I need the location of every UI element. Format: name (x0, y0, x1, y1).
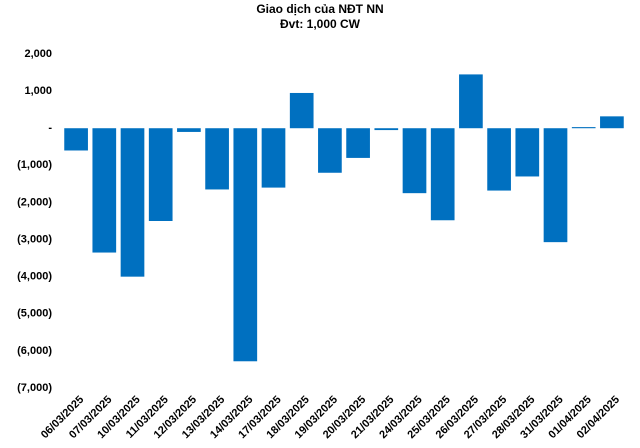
bar (487, 128, 511, 191)
y-tick-label: (5,000) (17, 308, 52, 320)
y-tick-label: (7,000) (17, 382, 52, 394)
y-tick-label: - (48, 122, 52, 134)
bar (571, 127, 596, 129)
chart-title: Giao dịch của NĐT NN (256, 2, 383, 16)
y-tick-label: 2,000 (24, 48, 52, 60)
bar (346, 128, 370, 158)
bar (261, 128, 286, 188)
bar (430, 128, 455, 221)
y-tick-label: (4,000) (17, 271, 52, 283)
y-tick-label: 1,000 (24, 85, 52, 97)
bar (289, 92, 314, 129)
bar (402, 128, 427, 194)
bar (64, 128, 88, 151)
y-tick-label: (3,000) (17, 233, 52, 245)
bar (543, 128, 568, 243)
bar (233, 128, 258, 362)
bar (205, 128, 229, 190)
bar (318, 128, 342, 173)
bar (92, 128, 117, 253)
bar (600, 116, 624, 129)
bar (459, 74, 483, 129)
bar (177, 128, 201, 132)
bar (374, 128, 399, 131)
y-tick-label: (1,000) (17, 159, 52, 171)
y-tick-label: (2,000) (17, 196, 52, 208)
chart-subtitle: Đvt: 1,000 CW (280, 17, 361, 31)
y-tick-label: (6,000) (17, 345, 52, 357)
bar (515, 128, 540, 177)
bar (120, 128, 145, 277)
bar (148, 128, 173, 221)
